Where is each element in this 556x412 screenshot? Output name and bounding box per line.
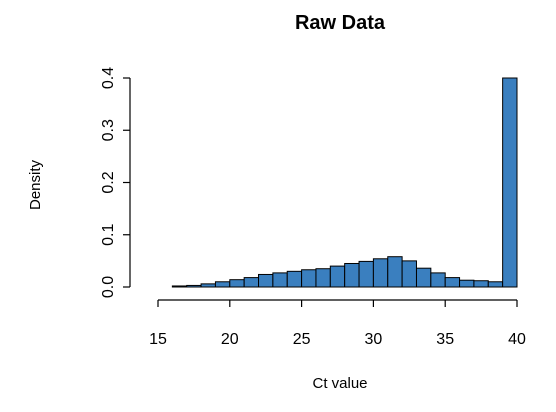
histogram-bar bbox=[401, 260, 417, 288]
histogram-bar bbox=[415, 267, 432, 288]
histogram-bar bbox=[329, 265, 346, 288]
histogram-bar bbox=[229, 279, 245, 288]
x-tick-label: 15 bbox=[149, 331, 167, 348]
histogram-bar bbox=[487, 281, 504, 288]
histogram-bar bbox=[301, 269, 317, 288]
x-axis-label: Ct value bbox=[312, 375, 367, 392]
x-tick-label: 40 bbox=[508, 331, 526, 348]
histogram-bar bbox=[186, 284, 202, 288]
histogram-bar bbox=[214, 281, 231, 288]
histogram-bar bbox=[444, 277, 461, 288]
x-tick-label: 20 bbox=[221, 331, 239, 348]
histogram-bar bbox=[344, 262, 360, 288]
y-axis: 0.0 0.1 0.2 0.3 0.4 bbox=[100, 67, 131, 298]
histogram-bar bbox=[243, 277, 260, 288]
histogram-bar bbox=[358, 260, 374, 288]
y-tick-label: 0.1 bbox=[100, 224, 117, 246]
y-tick-label: 0.2 bbox=[100, 171, 117, 193]
histogram-bar bbox=[315, 268, 331, 288]
x-axis: 15 20 25 30 35 40 bbox=[149, 299, 526, 348]
histogram-bar bbox=[258, 273, 274, 288]
histogram-bar bbox=[459, 279, 475, 288]
y-tick-label: 0.3 bbox=[100, 119, 117, 141]
histogram-bar bbox=[372, 258, 389, 288]
y-axis-label: Density bbox=[27, 159, 44, 210]
histogram-bar bbox=[200, 283, 216, 288]
x-tick-label: 30 bbox=[365, 331, 383, 348]
histogram-bar bbox=[430, 272, 446, 288]
histogram-bar bbox=[387, 256, 403, 288]
histogram-bar bbox=[286, 270, 303, 288]
chart-title: Raw Data bbox=[295, 12, 386, 34]
x-tick-label: 35 bbox=[436, 331, 454, 348]
x-tick-label: 25 bbox=[293, 331, 311, 348]
y-tick-label: 0.4 bbox=[100, 67, 117, 89]
histogram-bar bbox=[502, 77, 518, 288]
histogram-bar bbox=[272, 272, 288, 288]
bars-group bbox=[171, 77, 518, 288]
histogram-bar bbox=[171, 285, 188, 288]
histogram-bar bbox=[473, 280, 489, 288]
y-tick-label: 0.0 bbox=[100, 276, 117, 298]
